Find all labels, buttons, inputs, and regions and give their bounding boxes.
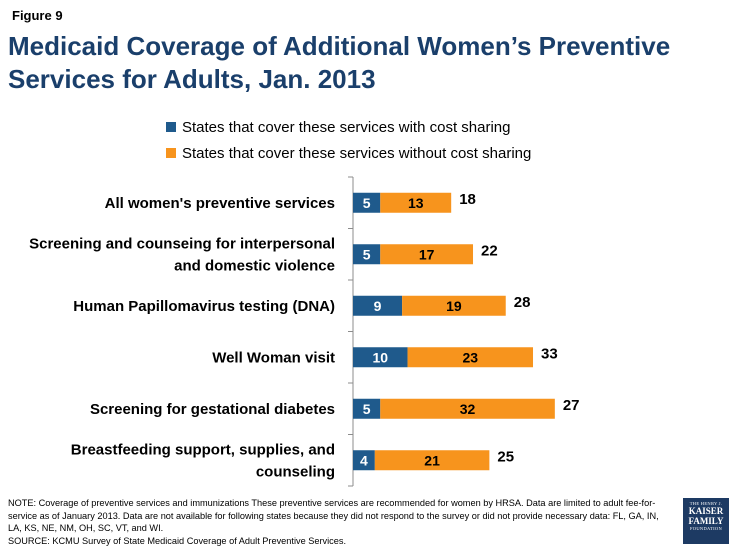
total-label: 25 <box>497 448 514 465</box>
data-label-without-cost-sharing: 23 <box>462 349 478 365</box>
legend-item-without-cost: States that cover these services without… <box>166 140 531 166</box>
category-label: Human Papillomavirus testing (DNA) <box>73 298 335 315</box>
legend-label-without-cost: States that cover these services without… <box>182 144 532 162</box>
category-label: Well Woman visit <box>212 349 335 366</box>
logo-line-3: FAMILY <box>688 516 724 526</box>
note-text: NOTE: Coverage of preventive services an… <box>8 498 659 533</box>
bar-with-cost-sharing <box>353 347 408 368</box>
data-label-with-cost-sharing: 5 <box>363 401 371 417</box>
logo-line-1: THE HENRY J. <box>689 501 723 506</box>
legend-label-with-cost: States that cover these services with co… <box>182 118 511 136</box>
data-label-with-cost-sharing: 4 <box>360 452 368 468</box>
data-label-without-cost-sharing: 13 <box>408 195 424 211</box>
bar-without-cost-sharing <box>380 244 474 265</box>
category-label: and domestic violence <box>174 257 335 274</box>
data-label-with-cost-sharing: 5 <box>363 246 371 262</box>
data-label-with-cost-sharing: 5 <box>363 195 371 211</box>
category-label: All women's preventive services <box>105 195 335 212</box>
total-label: 22 <box>481 242 498 259</box>
legend-swatch-without-cost <box>166 148 176 158</box>
total-label: 27 <box>563 397 580 414</box>
kff-logo: THE HENRY J. KAISER FAMILY FOUNDATION <box>683 498 729 544</box>
data-label-without-cost-sharing: 21 <box>424 452 440 468</box>
category-label: Screening for gestational diabetes <box>90 401 335 418</box>
data-label-without-cost-sharing: 32 <box>460 401 476 417</box>
bar-with-cost-sharing <box>353 244 381 265</box>
bar-with-cost-sharing <box>353 192 381 213</box>
source-text: SOURCE: KCMU Survey of State Medicaid Co… <box>8 535 347 546</box>
legend: States that cover these services with co… <box>166 114 531 166</box>
category-label: counseling <box>256 463 335 480</box>
figure-label: Figure 9 <box>12 8 63 23</box>
chart-notes: NOTE: Coverage of preventive services an… <box>8 497 668 547</box>
bar-with-cost-sharing <box>353 295 403 316</box>
bar-with-cost-sharing <box>353 450 375 471</box>
total-label: 18 <box>459 191 476 208</box>
data-label-without-cost-sharing: 19 <box>446 298 462 314</box>
total-label: 28 <box>514 294 531 311</box>
bar-without-cost-sharing <box>380 192 452 213</box>
legend-item-with-cost: States that cover these services with co… <box>166 114 531 140</box>
category-label: Breastfeeding support, supplies, and <box>71 441 335 458</box>
chart-title: Medicaid Coverage of Additional Women’s … <box>8 31 671 94</box>
logo-line-2: KAISER <box>688 506 724 516</box>
bar-without-cost-sharing <box>380 398 555 419</box>
bar-without-cost-sharing <box>374 450 490 471</box>
data-label-without-cost-sharing: 17 <box>419 246 435 262</box>
bar-without-cost-sharing <box>402 295 506 316</box>
bar-without-cost-sharing <box>407 347 534 368</box>
data-label-with-cost-sharing: 10 <box>372 349 388 365</box>
legend-swatch-with-cost <box>166 122 176 132</box>
bar-with-cost-sharing <box>353 398 381 419</box>
logo-line-4: FOUNDATION <box>690 526 722 531</box>
total-label: 33 <box>541 345 558 362</box>
category-label: Screening and counseing for interpersona… <box>29 235 335 252</box>
data-label-with-cost-sharing: 9 <box>374 298 382 314</box>
